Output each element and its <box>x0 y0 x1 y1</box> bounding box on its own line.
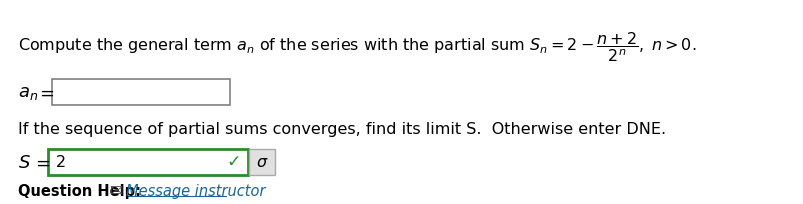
Text: $a_n$: $a_n$ <box>18 84 38 102</box>
Text: ✉: ✉ <box>110 184 123 198</box>
Text: Message instructor: Message instructor <box>126 184 265 198</box>
Text: ✓: ✓ <box>226 152 241 170</box>
Text: Compute the general term $a_n$ of the series with the partial sum $S_n = 2 - \df: Compute the general term $a_n$ of the se… <box>18 30 695 63</box>
Text: $=$: $=$ <box>32 153 51 171</box>
Text: $=$: $=$ <box>36 84 55 102</box>
FancyBboxPatch shape <box>48 149 247 175</box>
Text: 2: 2 <box>56 155 66 170</box>
Text: If the sequence of partial sums converges, find its limit S.  Otherwise enter DN: If the sequence of partial sums converge… <box>18 122 666 137</box>
FancyBboxPatch shape <box>249 149 275 175</box>
FancyBboxPatch shape <box>52 80 230 105</box>
Text: $\sigma$: $\sigma$ <box>255 155 268 170</box>
Text: Question Help:: Question Help: <box>18 184 141 198</box>
Text: $S$: $S$ <box>18 153 31 171</box>
